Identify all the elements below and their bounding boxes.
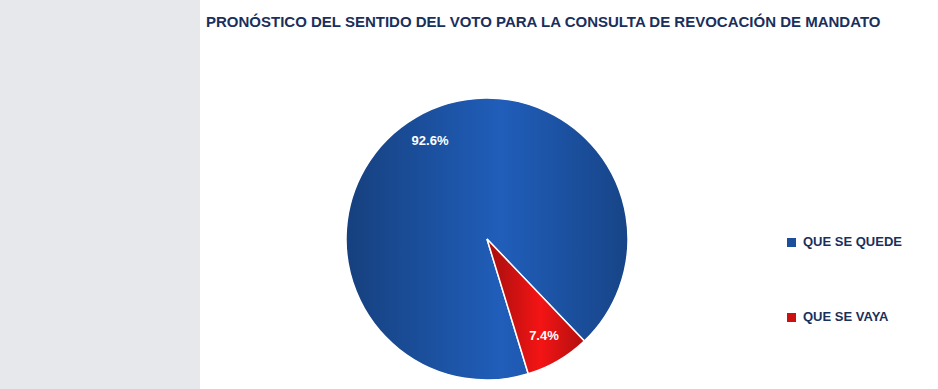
pie: 92.6% 7.4% (346, 98, 628, 380)
data-label: 7.4% (529, 328, 559, 343)
legend: QUE SE QUEDE QUE SE VAYA (787, 234, 902, 324)
legend-label: QUE SE QUEDE (803, 234, 902, 249)
legend-swatch (787, 313, 796, 322)
photo-placeholder (0, 0, 200, 389)
legend-label: QUE SE VAYA (803, 309, 889, 324)
pie-slice (346, 98, 628, 380)
chart-svg: PRONÓSTICO DEL SENTIDO DEL VOTO PARA LA … (0, 0, 938, 389)
title: PRONÓSTICO DEL SENTIDO DEL VOTO PARA LA … (206, 13, 881, 30)
chart-container: PRONÓSTICO DEL SENTIDO DEL VOTO PARA LA … (0, 0, 938, 389)
pie-slice (487, 239, 584, 374)
data-label: 92.6% (412, 133, 449, 148)
legend-swatch (787, 238, 796, 247)
